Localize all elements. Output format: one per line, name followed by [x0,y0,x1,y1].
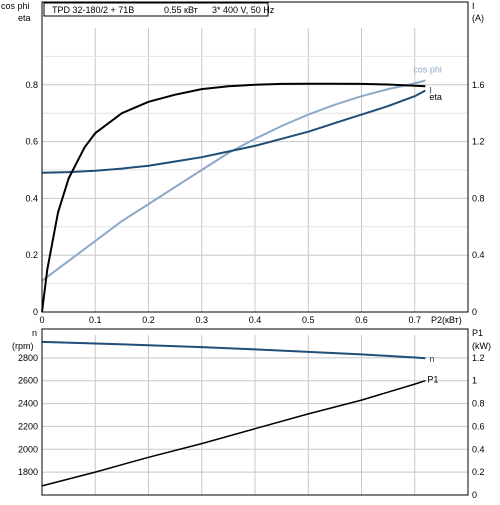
x-tick-label: 0.1 [89,315,102,325]
x-axis-label: P2(кВт) [431,315,462,325]
y-right-tick-label: 1.2 [472,137,485,147]
y-left-tick-label: 0.2 [25,250,38,260]
y2-right-tick-label: 0.8 [472,399,485,409]
y2-right-label-bottom: (kW) [472,341,491,351]
y-left-tick-label: 0 [33,307,38,317]
y-left-tick-label: 0.4 [25,193,38,203]
series-current-line [41,89,426,174]
y2-left-tick-label: 2600 [18,376,38,386]
header-box [43,2,269,17]
y-left-tick-label: 0.8 [25,80,38,90]
x-tick-label: 0.7 [408,315,421,325]
y2-left-tick-label: 2800 [18,353,38,363]
x-tick-label: 0 [39,315,44,325]
y2-right-tick-label: 0.6 [472,421,485,431]
y2-left-label-bottom: (rpm) [12,341,34,351]
y-left-label-top: cos phi [1,1,30,11]
y-right-label-top: I [472,1,475,11]
y-right-tick-label: 0.4 [472,250,485,260]
y2-left-tick-label: 2200 [18,421,38,431]
y2-right-tick-label: 1.2 [472,353,485,363]
series-label-current: I [429,85,432,95]
x-tick-label: 0.5 [302,315,315,325]
x-tick-label: 0.6 [355,315,368,325]
series-n-line [41,340,426,360]
series-p1-line [41,379,426,487]
y2-left-tick-label: 2400 [18,399,38,409]
y2-right-tick-label: 0.4 [472,444,485,454]
y-right-tick-label: 0 [472,307,477,317]
y-right-tick-label: 0.8 [472,193,485,203]
y2-right-label-top: P1 [472,328,483,338]
y2-right-tick-label: 0 [472,490,477,500]
y2-left-tick-label: 2000 [18,444,38,454]
frame-layer [41,1,469,496]
series-eta-line [41,82,426,313]
header-title: TPD 32-180/2 + 71B [52,5,134,15]
x-tick-label: 0.2 [142,315,155,325]
series-layer [41,79,426,487]
bottom-panel-frame [41,328,469,496]
series-label-n: n [429,354,434,364]
y-left-label-bottom: eta [18,13,31,23]
x-tick-label: 0.4 [249,315,262,325]
y2-right-tick-label: 1 [472,376,477,386]
top-panel-frame [41,1,469,313]
x-tick-label: 0.3 [195,315,208,325]
header-power: 0.55 кВт [164,5,198,15]
y2-right-tick-label: 0.2 [472,467,485,477]
series-cos-phi-line [41,79,426,282]
y-right-tick-label: 1.6 [472,80,485,90]
header-supply: 3* 400 V, 50 Hz [212,5,275,15]
series-label-p1: P1 [427,375,438,385]
y-right-label-bottom: (A) [472,13,484,23]
y2-left-label-top: n [32,328,37,338]
y-left-tick-label: 0.6 [25,137,38,147]
tick-label-layer: 0 0.1 0.2 0.3 0.4 0.5 0.6 0.7 0 0.2 0.4 0.6 0.8 0 0.4 0… [18,80,485,500]
grid-layer [42,28,468,495]
series-label-eta: eta [429,92,442,102]
y2-left-tick-label: 1800 [18,467,38,477]
series-label-cos-phi: cos phi [413,65,442,75]
